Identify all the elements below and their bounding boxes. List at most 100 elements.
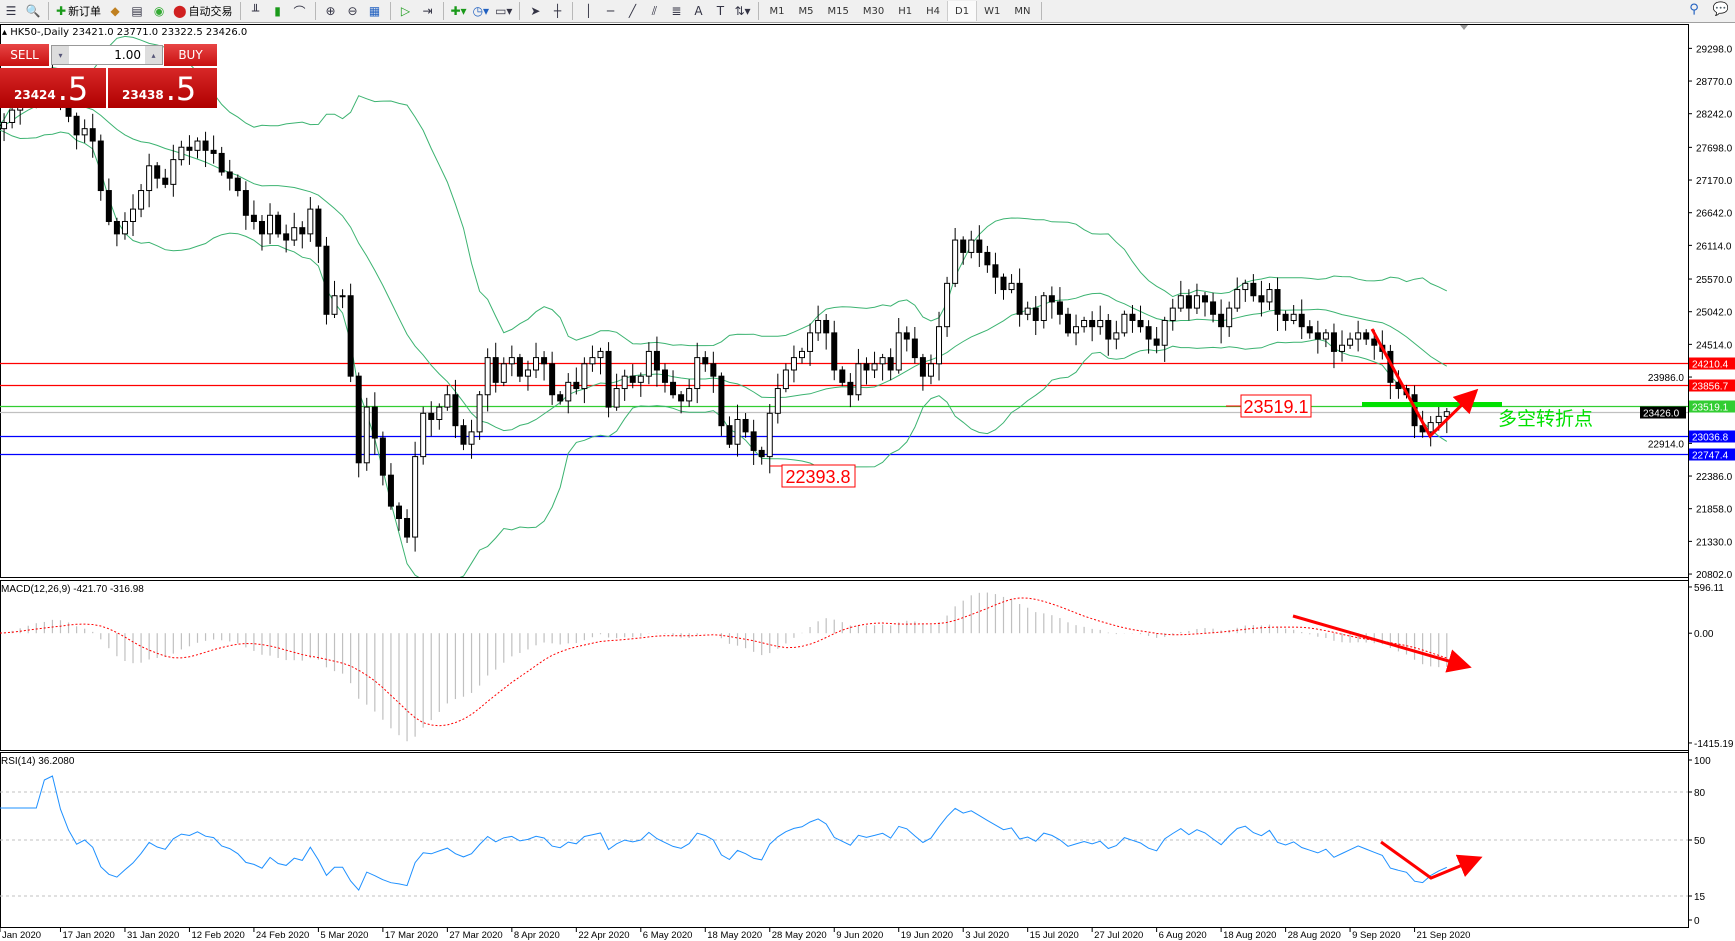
equidistant-channel-icon[interactable]: ⫽ — [651, 3, 658, 18]
bearish-candle — [839, 369, 846, 383]
bullish-candle — [1443, 411, 1450, 417]
fibonacci-icon[interactable]: ≣ — [671, 4, 682, 18]
metaeditor-icon[interactable]: ◆ — [110, 4, 120, 18]
bearish-candle — [275, 214, 282, 235]
rsi-trend-arrow[interactable] — [1380, 840, 1483, 880]
crosshair-icon[interactable]: ┼ — [553, 4, 562, 18]
lot-size-stepper[interactable]: ▾ 1.00 ▴ — [51, 45, 163, 65]
zoom-out-icon[interactable]: ⊖ — [347, 4, 358, 18]
timeframe-h4[interactable]: H4 — [926, 5, 941, 17]
increase-lot-icon[interactable]: ▴ — [145, 46, 162, 64]
date-tick-label: 24 Feb 2020 — [256, 930, 309, 941]
zoom-in-icon[interactable]: ⊕ — [325, 4, 336, 18]
price-tick-label: 28242.0 — [1696, 110, 1733, 121]
bollinger-upper — [0, 35, 1448, 347]
bearish-candle — [1000, 276, 1007, 291]
rsi-indicator — [0, 775, 1688, 897]
indicators-icon[interactable]: ✚▾ — [450, 4, 467, 18]
date-tick-label: 15 Jul 2020 — [1030, 930, 1079, 941]
annotation-22393[interactable]: 22393.8 — [770, 464, 856, 488]
bearish-candle — [1371, 338, 1378, 346]
sell-button[interactable]: SELL — [0, 44, 49, 66]
bar-chart-icon[interactable]: ╨ — [251, 4, 260, 18]
bearish-candle — [250, 214, 257, 222]
rsi-line — [0, 775, 1448, 892]
bullish-candle — [686, 388, 693, 402]
timeframe-mn[interactable]: MN — [1014, 5, 1031, 17]
bearish-candle — [847, 381, 854, 396]
bearish-candle — [73, 115, 80, 136]
price-tick-label: 27170.0 — [1696, 176, 1733, 187]
bullish-candle — [782, 369, 789, 390]
date-tick-label: 9 Sep 2020 — [1352, 930, 1401, 941]
date-tick-label: 5 Mar 2020 — [320, 930, 368, 941]
vertical-line-icon[interactable]: │ — [584, 4, 593, 18]
timeframe-h1[interactable]: H1 — [898, 5, 913, 17]
horizontal-lines[interactable] — [0, 362, 1688, 456]
date-tick-label: 27 Mar 2020 — [449, 930, 502, 941]
sell-price[interactable]: 23424.5 — [0, 68, 106, 108]
bullish-candle — [1322, 332, 1329, 340]
annotation-22393-label: 22393.8 — [785, 467, 850, 487]
rsi-axis: 100 80 50 15 0 — [1688, 756, 1711, 927]
chart-shift-marker[interactable] — [1460, 25, 1468, 30]
timeframe-m1[interactable]: M1 — [769, 5, 785, 17]
decrease-lot-icon[interactable]: ▾ — [52, 46, 69, 64]
toolbar-separator — [48, 2, 49, 20]
chat-icon[interactable]: 💬 — [1712, 2, 1729, 17]
turning-point-marker[interactable] — [1362, 402, 1502, 407]
periods-icon[interactable]: ◷▾ — [472, 4, 490, 18]
timeframe-w1[interactable]: W1 — [984, 5, 1001, 17]
collapse-icon[interactable]: ▴ — [2, 27, 11, 38]
macd-trend-arrow[interactable] — [1292, 614, 1472, 673]
auto-trading-button[interactable]: ⬤ 自动交易 — [170, 1, 235, 21]
navigator-icon[interactable]: 🔍 — [25, 4, 41, 18]
bullish-candle — [1024, 307, 1031, 315]
bearish-candle — [726, 425, 733, 445]
annotation-23519[interactable]: 23519.1 — [1226, 394, 1312, 418]
toolbar-separator — [389, 2, 391, 20]
buy-price[interactable]: 23438.5 — [108, 68, 217, 108]
bullish-candle — [895, 332, 902, 371]
price-trend-arrow[interactable] — [1370, 328, 1479, 439]
bullish-candle — [621, 375, 628, 390]
services-icon[interactable]: ◉ — [153, 4, 165, 18]
bearish-candle — [710, 363, 717, 377]
new-order-button[interactable]: ✚ 新订单 — [53, 1, 104, 21]
text-icon[interactable]: A — [694, 4, 703, 18]
cursor-icon[interactable]: ➤ — [530, 4, 541, 18]
candlestick-icon[interactable]: ▮ — [274, 4, 281, 18]
autoscroll-icon[interactable]: ▷ — [400, 4, 411, 18]
date-tick-label: 6 May 2020 — [643, 930, 693, 941]
buy-price-big: .5 — [165, 70, 197, 108]
arrows-icon[interactable]: ⇅▾ — [734, 4, 751, 18]
buy-button[interactable]: BUY — [164, 44, 217, 66]
tile-windows-icon[interactable]: ▦ — [368, 4, 381, 18]
bearish-candle — [492, 357, 499, 383]
signals-icon[interactable]: ▤ — [131, 4, 143, 18]
rsi-pane[interactable] — [0, 752, 1689, 928]
timeframe-m30[interactable]: M30 — [862, 5, 885, 17]
timeframe-m5[interactable]: M5 — [798, 5, 814, 17]
macd-pane[interactable] — [0, 580, 1689, 751]
timeframe-d1[interactable]: D1 — [947, 1, 978, 21]
bullish-candle — [178, 146, 185, 161]
templates-icon[interactable]: ▭▾ — [495, 4, 513, 18]
trendline-icon[interactable]: ╱ — [628, 4, 637, 18]
text-label-icon[interactable]: T — [716, 4, 725, 18]
horizontal-line-icon[interactable]: ─ — [606, 4, 615, 18]
price-tick-label: 29298.0 — [1696, 44, 1733, 55]
chart-shift-icon[interactable]: ⇥ — [422, 4, 433, 18]
lot-size-input[interactable]: 1.00 — [114, 48, 141, 62]
search-icon[interactable]: ⚲ — [1689, 2, 1699, 17]
bullish-candle — [1113, 332, 1120, 340]
bearish-candle — [218, 152, 225, 173]
timeframe-m15[interactable]: M15 — [827, 5, 849, 17]
main-pane[interactable] — [0, 24, 1689, 578]
bearish-candle — [1210, 301, 1217, 315]
line-chart-icon[interactable]: ⌒ — [293, 4, 306, 19]
date-tick-label: 18 Aug 2020 — [1223, 930, 1276, 941]
market-watch-icon[interactable]: ☰ — [5, 4, 17, 18]
bearish-candle — [315, 208, 322, 247]
